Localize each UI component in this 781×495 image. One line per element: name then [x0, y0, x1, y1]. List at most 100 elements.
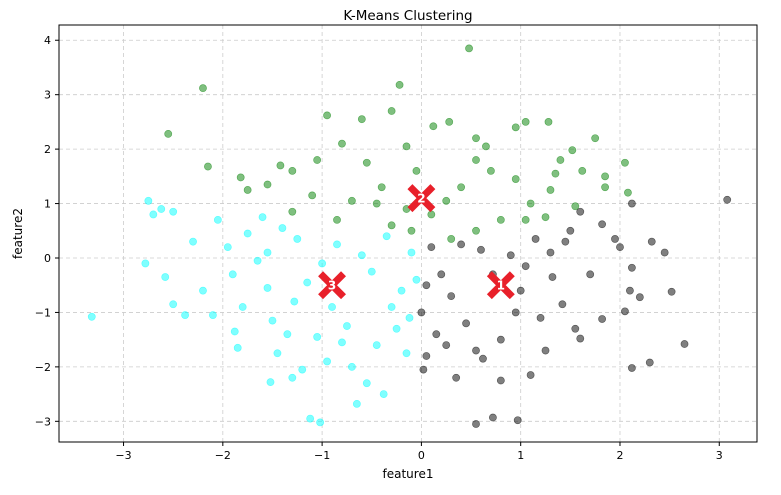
cluster-3-point — [397, 286, 406, 295]
cluster-3-point — [230, 327, 239, 336]
cluster-2-point — [621, 158, 629, 167]
cluster-1-point — [586, 270, 595, 279]
cluster-3-point — [306, 414, 315, 423]
cluster-1-point — [598, 220, 607, 229]
cluster-2-point — [556, 156, 565, 164]
cluster-1-point — [546, 248, 555, 257]
cluster-3-point — [258, 213, 267, 222]
cluster-1-point — [521, 262, 530, 271]
cluster-1-point — [496, 335, 505, 344]
cluster-3-point — [181, 311, 189, 320]
y-axis-label: feature2 — [11, 208, 25, 259]
cluster-2-point — [377, 183, 386, 192]
cluster-1-point — [566, 226, 575, 235]
centroid-1: 1 — [486, 271, 515, 300]
x-tick-label: 1 — [517, 449, 524, 462]
cluster-1-point — [667, 287, 676, 296]
cluster-2-point — [236, 173, 245, 182]
cluster-3-point — [379, 390, 388, 398]
cluster-3-point — [278, 224, 287, 232]
cluster-3-point — [328, 303, 336, 311]
cluster-3-point — [169, 207, 178, 216]
cluster-3-point — [266, 378, 275, 387]
cluster-1-point — [627, 263, 636, 272]
cluster-2-point — [546, 186, 555, 194]
cluster-2-point — [429, 122, 438, 131]
x-axis-label: feature1 — [383, 467, 434, 481]
cluster-2-point — [521, 118, 530, 126]
cluster-2-point — [348, 196, 356, 205]
cluster-2-point — [442, 196, 451, 205]
cluster-3-point — [387, 303, 396, 311]
cluster-1-point — [576, 207, 585, 216]
cluster-1-point — [419, 365, 428, 374]
y-tick-label: 0 — [44, 252, 51, 265]
cluster-3-point — [362, 379, 371, 388]
grid — [59, 25, 757, 442]
cluster-2-point — [496, 215, 505, 224]
cluster-2-points — [164, 44, 632, 243]
cluster-1-point — [611, 235, 619, 243]
cluster-3-point — [144, 196, 153, 205]
cluster-1-point — [635, 293, 644, 302]
cluster-3-point — [233, 343, 242, 352]
x-tick-label: 2 — [616, 449, 623, 462]
cluster-2-point — [601, 183, 609, 192]
cluster-3-point — [303, 278, 312, 287]
cluster-2-point — [447, 235, 456, 243]
cluster-3-point — [293, 235, 302, 243]
cluster-3-point — [357, 251, 366, 260]
cluster-3-point — [392, 324, 401, 333]
cluster-2-point — [338, 139, 346, 148]
cluster-3-point — [273, 349, 282, 358]
cluster-3-point — [343, 322, 351, 330]
axis-ticks: −3 −2 −1 0 1 2 3 −3 −2 −1 0 1 2 3 4 — [35, 34, 723, 462]
cluster-3-point — [223, 243, 232, 252]
cluster-1-point — [645, 358, 654, 367]
cluster-3-points — [87, 196, 421, 427]
cluster-3-point — [189, 237, 197, 246]
centroid-label: 1 — [497, 279, 505, 293]
cluster-1-point — [496, 376, 505, 385]
cluster-3-point — [288, 373, 297, 382]
cluster-2-point — [571, 202, 580, 211]
cluster-1-point — [531, 235, 540, 243]
cluster-3-point — [228, 270, 237, 279]
cluster-2-point — [308, 191, 317, 200]
cluster-2-point — [357, 115, 366, 124]
cluster-2-point — [568, 146, 577, 155]
cluster-2-point — [288, 207, 297, 216]
cluster-2-point — [472, 156, 480, 164]
cluster-2-point — [578, 166, 587, 175]
cluster-1-point — [479, 354, 487, 363]
cluster-1-point — [526, 371, 535, 379]
plot-area-frame — [58, 24, 758, 443]
centroid-label: 2 — [417, 192, 425, 206]
centroid-label: 3 — [328, 279, 336, 293]
cluster-3-point — [199, 286, 207, 295]
cluster-1-point — [516, 286, 525, 295]
cluster-1-point — [427, 243, 436, 252]
cluster-1-point — [536, 313, 545, 322]
cluster-3-point — [263, 284, 272, 292]
cluster-2-point — [204, 162, 212, 171]
cluster-2-point — [362, 158, 371, 167]
centroid-3: 3 — [318, 271, 346, 300]
cluster-2-point — [445, 118, 454, 126]
y-tick-label: 2 — [44, 143, 51, 156]
cluster-3-point — [405, 313, 414, 322]
cluster-3-point — [333, 240, 341, 249]
cluster-3-point — [402, 349, 411, 358]
cluster-1-point — [561, 237, 570, 246]
cluster-3-point — [323, 357, 331, 366]
cluster-2-point — [487, 166, 495, 175]
cluster-1-point — [558, 300, 567, 309]
cluster-1-point — [417, 308, 426, 317]
y-tick-label: −3 — [35, 415, 51, 428]
cluster-3-point — [253, 256, 262, 265]
cluster-2-point — [243, 186, 252, 194]
cluster-2-point — [541, 213, 550, 222]
y-tick-label: 4 — [44, 34, 51, 47]
